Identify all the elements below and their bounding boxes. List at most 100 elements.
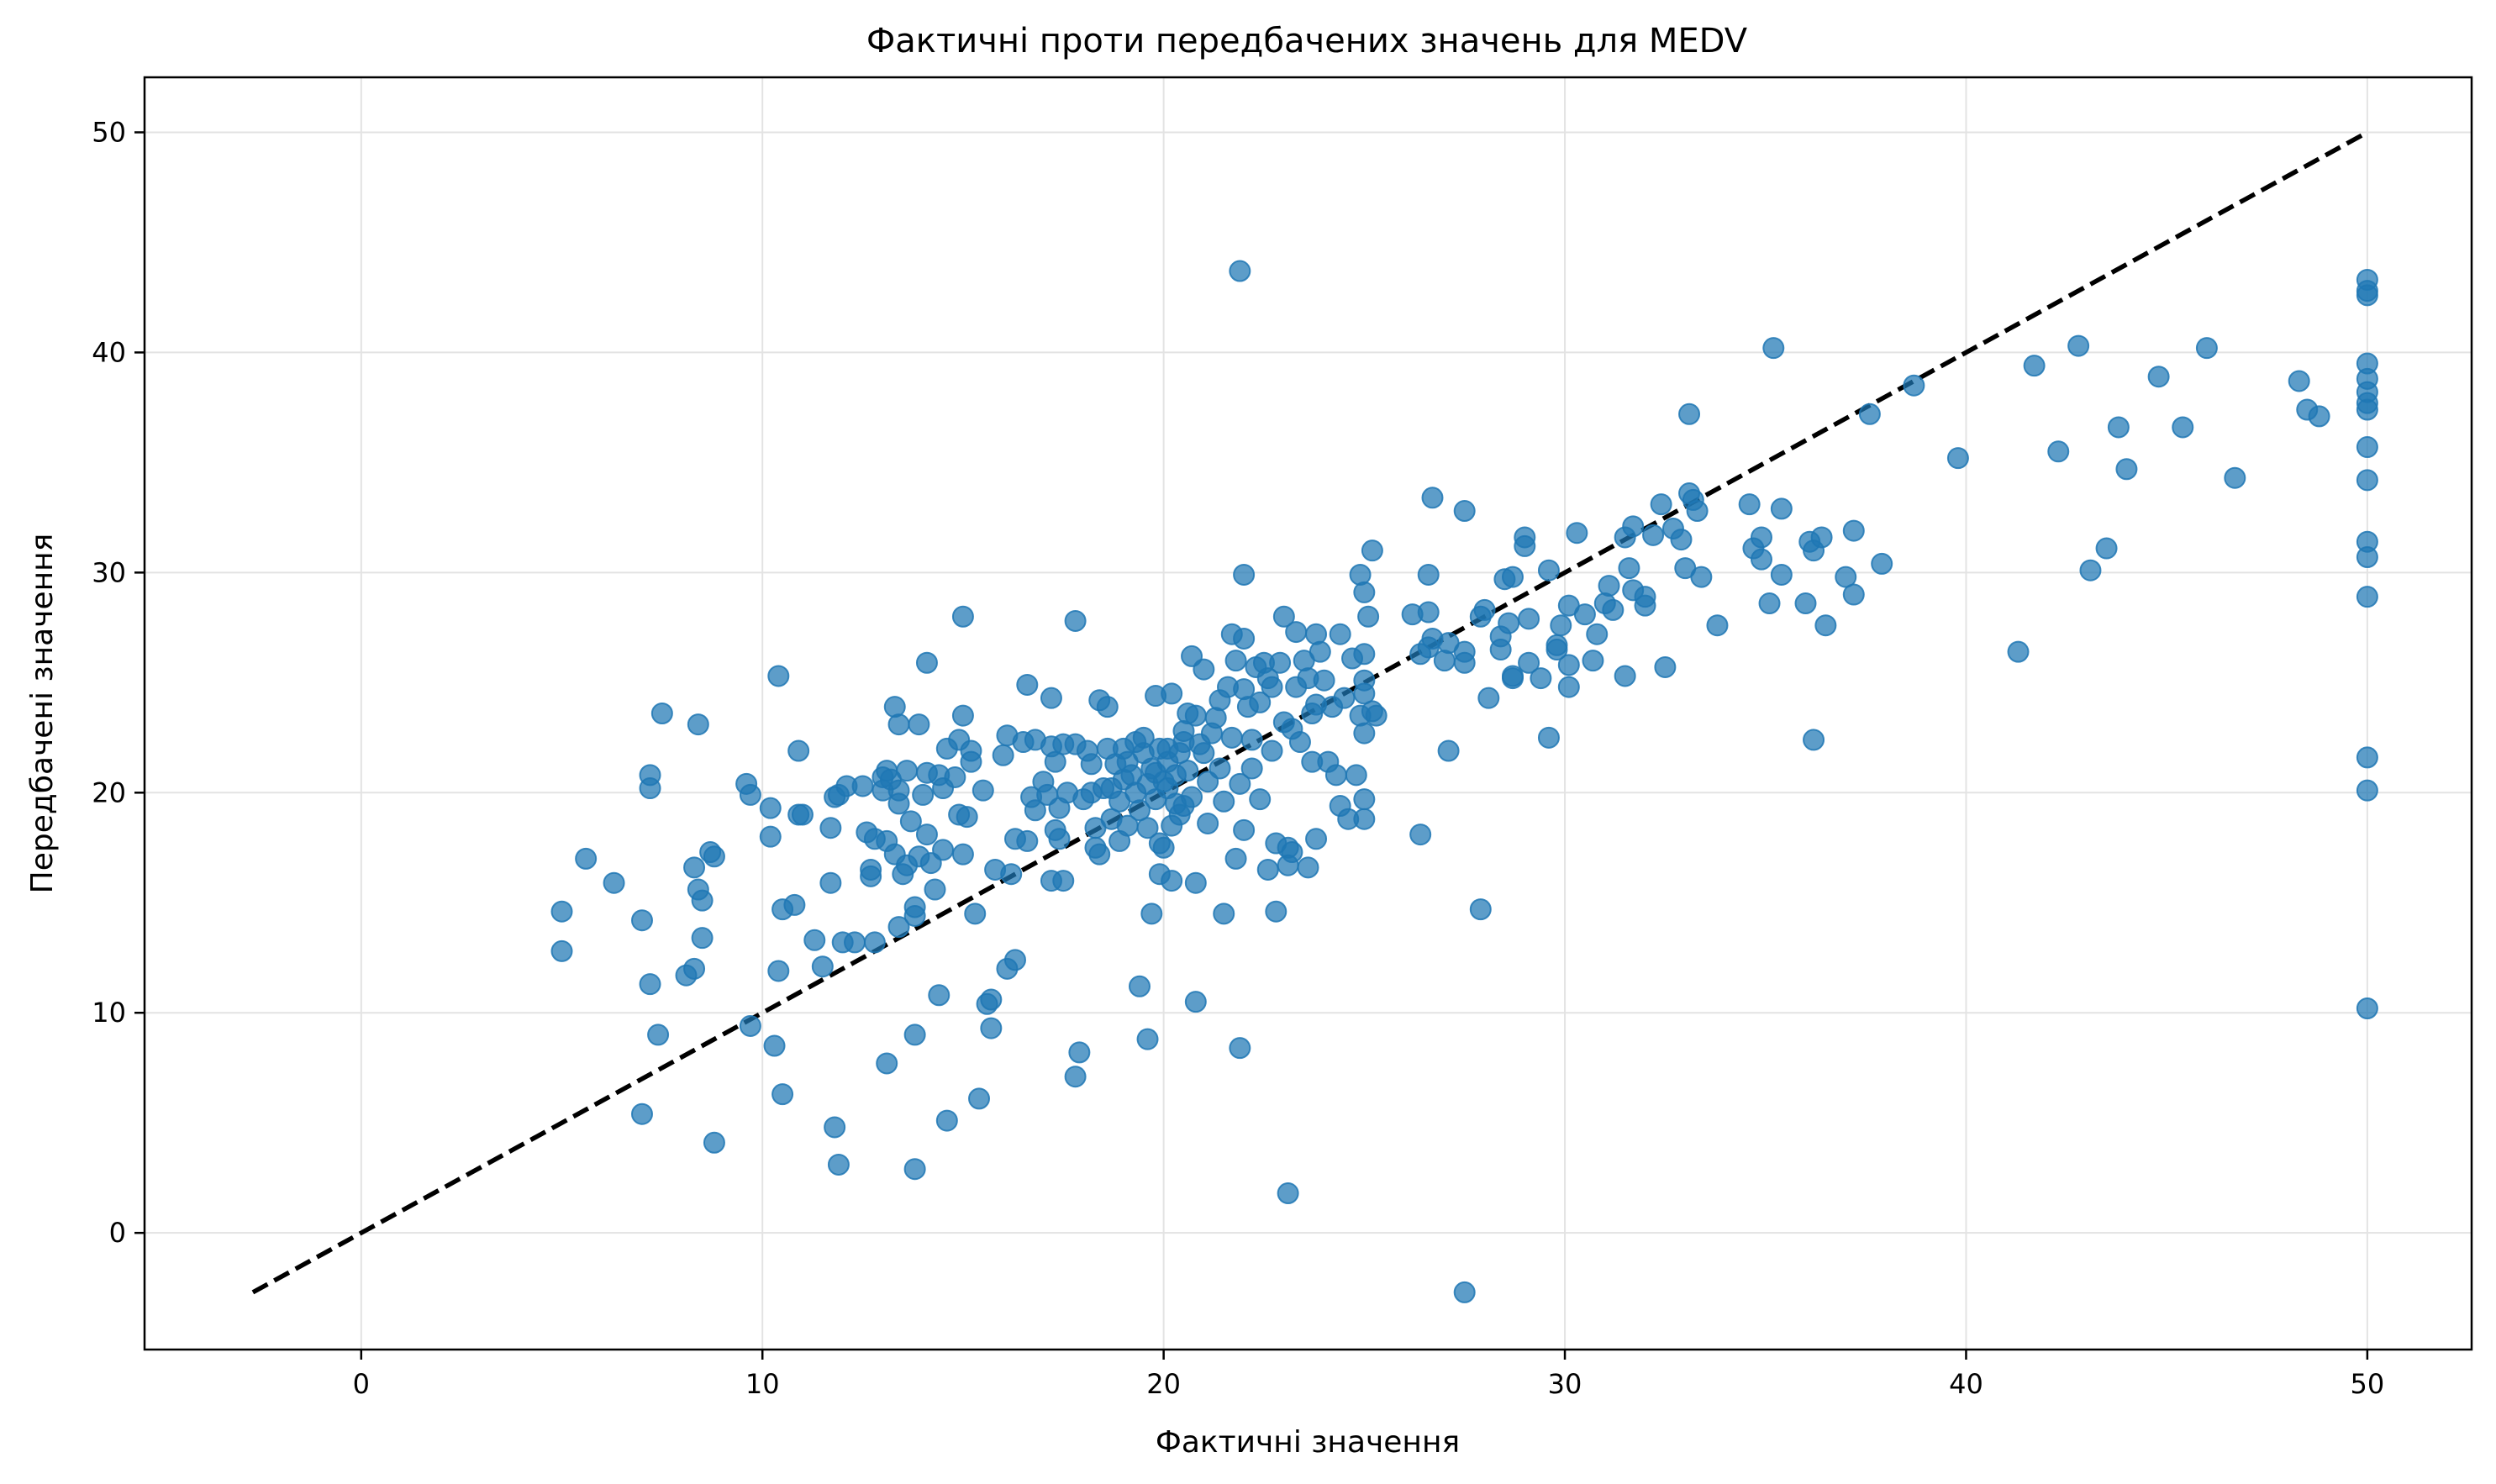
data-point — [2115, 458, 2138, 481]
data-point — [2007, 640, 2030, 663]
data-point — [1240, 757, 1263, 780]
data-point — [550, 900, 573, 923]
data-point — [2172, 416, 2194, 439]
data-point — [1161, 682, 1183, 705]
data-point — [1016, 829, 1039, 852]
data-point — [903, 1158, 926, 1181]
data-point — [2224, 466, 2246, 489]
data-point — [1803, 729, 1825, 751]
data-point — [824, 1116, 846, 1139]
data-point — [1690, 566, 1713, 588]
data-point — [903, 1024, 926, 1046]
data-point — [1353, 722, 1376, 745]
data-point — [1233, 563, 1256, 586]
data-point — [1193, 742, 1215, 765]
data-point — [1634, 586, 1656, 608]
data-point — [1566, 522, 1588, 545]
x-tick-label: 20 — [1146, 1368, 1181, 1400]
data-point — [1530, 667, 1552, 690]
data-point — [1361, 539, 1383, 562]
data-point — [1518, 608, 1540, 630]
data-point — [2308, 405, 2330, 428]
data-point — [1052, 870, 1075, 892]
data-point — [1240, 729, 1263, 751]
data-point — [683, 856, 706, 879]
data-point — [887, 916, 910, 939]
plot-frame — [143, 76, 2473, 1351]
data-point — [1068, 1041, 1091, 1064]
data-point — [1261, 676, 1283, 698]
data-point — [783, 893, 806, 916]
data-point — [691, 889, 714, 912]
data-point — [639, 973, 661, 996]
data-point — [1285, 621, 1308, 644]
data-point — [1353, 788, 1376, 811]
data-point — [1842, 583, 1865, 606]
data-point — [972, 779, 994, 802]
data-point — [2356, 546, 2378, 569]
data-point — [860, 858, 882, 881]
data-point — [1000, 863, 1023, 886]
data-point — [1229, 772, 1251, 795]
data-point — [1871, 552, 1893, 575]
data-point — [1417, 601, 1440, 624]
data-point — [1770, 563, 1793, 586]
data-point — [767, 665, 790, 687]
data-point — [647, 1024, 670, 1046]
data-point — [1177, 760, 1199, 782]
y-axis-label: Передбачені значення — [25, 534, 60, 894]
data-point — [1758, 592, 1781, 615]
data-point — [1858, 403, 1881, 425]
data-point — [703, 1131, 725, 1154]
data-point — [903, 904, 926, 927]
data-point — [1209, 757, 1231, 780]
data-point — [1224, 847, 1247, 870]
data-point — [1550, 614, 1572, 637]
data-point — [630, 909, 653, 932]
data-point — [1229, 1037, 1251, 1060]
data-point — [2095, 537, 2118, 560]
data-point — [1003, 949, 1026, 971]
data-point — [1048, 828, 1071, 850]
data-point — [1421, 487, 1444, 509]
data-point — [550, 939, 573, 962]
data-point — [851, 775, 874, 797]
data-point — [899, 810, 922, 833]
data-point — [1670, 529, 1693, 551]
data-point — [703, 845, 725, 868]
data-point — [883, 696, 906, 718]
data-point — [1518, 651, 1540, 674]
data-point — [1333, 687, 1356, 709]
data-point — [1810, 526, 1833, 549]
data-point — [2356, 284, 2378, 307]
data-point — [2047, 440, 2070, 463]
data-point — [1249, 691, 1272, 713]
data-point — [1233, 818, 1256, 841]
data-point — [956, 806, 978, 829]
x-axis-ticks: 0 10 20 30 40 50 — [353, 1350, 2384, 1400]
data-point — [1064, 1066, 1087, 1088]
data-point — [1353, 808, 1376, 830]
data-point — [1353, 682, 1376, 705]
data-point — [1614, 665, 1636, 687]
data-point — [1193, 658, 1215, 681]
data-point — [1654, 655, 1677, 678]
data-point — [1261, 739, 1283, 762]
data-point — [1469, 898, 1492, 921]
data-point — [1573, 603, 1596, 626]
data-point — [1233, 627, 1256, 650]
data-point — [1132, 726, 1155, 749]
data-point — [1213, 790, 1235, 813]
data-point — [1265, 900, 1287, 923]
y-tick-label: 10 — [92, 997, 126, 1029]
data-point — [1044, 750, 1066, 773]
data-point — [739, 783, 761, 806]
data-point — [951, 605, 974, 628]
data-point — [1537, 726, 1560, 749]
data-point — [1040, 687, 1062, 709]
data-point — [819, 817, 842, 839]
x-axis-label: Фактичні значення — [1156, 1425, 1460, 1460]
data-point — [1204, 707, 1227, 729]
data-point — [1417, 563, 1440, 586]
data-point — [935, 1109, 958, 1132]
